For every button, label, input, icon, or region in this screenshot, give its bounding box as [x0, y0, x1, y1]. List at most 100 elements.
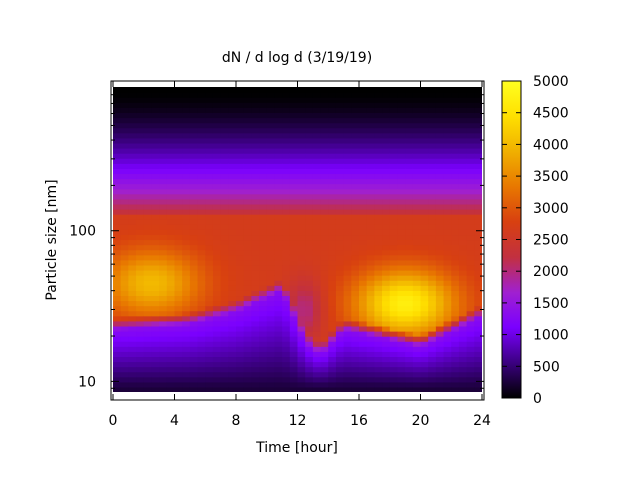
heatmap-cell: [474, 341, 482, 347]
heatmap-cell: [412, 112, 422, 119]
heatmap-cell: [182, 239, 191, 246]
heatmap-cell: [282, 87, 291, 93]
heatmap-cell: [236, 310, 245, 317]
heatmap-cell: [443, 107, 452, 114]
heatmap-cell: [212, 325, 222, 332]
heatmap-cell: [312, 280, 322, 286]
heatmap-cell: [120, 239, 129, 246]
heatmap-cell: [374, 214, 383, 220]
heatmap-cell: [312, 285, 322, 291]
heatmap-cell: [428, 320, 437, 327]
heatmap-cell: [335, 219, 345, 225]
heatmap-cell: [420, 331, 429, 337]
heatmap-cell: [243, 351, 252, 358]
heatmap-cell: [166, 305, 176, 312]
x-tick-label: 24: [473, 413, 491, 429]
heatmap-cell: [189, 366, 199, 373]
heatmap-cell: [289, 117, 299, 124]
heatmap-cell: [113, 290, 122, 297]
heatmap-cell: [128, 249, 137, 256]
heatmap-cell: [197, 361, 206, 368]
heatmap-cell: [251, 107, 260, 114]
heatmap-cell: [289, 351, 299, 358]
heatmap-cell: [297, 127, 306, 134]
heatmap-cell: [189, 239, 199, 246]
heatmap-cell: [297, 173, 306, 180]
heatmap-cell: [382, 336, 391, 342]
heatmap-cell: [236, 331, 245, 337]
heatmap-cell: [259, 219, 268, 225]
heatmap-cell: [366, 198, 375, 205]
heatmap-cell: [136, 315, 145, 322]
heatmap-cell: [405, 280, 414, 286]
heatmap-cell: [282, 331, 291, 337]
heatmap-cell: [166, 351, 176, 358]
heatmap-cell: [128, 381, 137, 388]
heatmap-cell: [143, 97, 153, 103]
heatmap-cell: [113, 239, 122, 246]
heatmap-cell: [466, 132, 475, 139]
heatmap-cell: [289, 127, 299, 134]
heatmap-cell: [458, 270, 468, 276]
heatmap-cell: [328, 137, 337, 144]
heatmap-cell: [328, 234, 337, 241]
heatmap-cell: [389, 325, 399, 332]
heatmap-cell: [451, 198, 460, 205]
heatmap-cell: [174, 203, 183, 210]
heatmap-cell: [205, 188, 214, 195]
heatmap-cell: [466, 280, 475, 286]
heatmap-cell: [312, 381, 322, 388]
heatmap-cell: [174, 117, 183, 124]
heatmap-cell: [166, 224, 176, 230]
heatmap-cell: [282, 346, 291, 352]
heatmap-cell: [251, 315, 260, 322]
heatmap-cell: [197, 148, 206, 154]
heatmap-cell: [174, 168, 183, 175]
heatmap-cell: [382, 259, 391, 266]
heatmap-cell: [205, 244, 214, 251]
heatmap-cell: [320, 331, 329, 337]
heatmap-cell: [312, 97, 322, 103]
heatmap-cell: [420, 259, 429, 266]
heatmap-cell: [297, 300, 306, 307]
heatmap-cell: [428, 315, 437, 322]
heatmap-cell: [328, 346, 337, 352]
heatmap-cell: [351, 325, 360, 332]
heatmap-cell: [143, 137, 153, 144]
heatmap-cell: [366, 325, 375, 332]
heatmap-cell: [228, 188, 237, 195]
heatmap-cell: [266, 219, 276, 225]
heatmap-cell: [243, 315, 252, 322]
heatmap-cell: [405, 173, 414, 180]
heatmap-cell: [451, 168, 460, 175]
heatmap-cell: [266, 264, 276, 271]
heatmap-cell: [205, 122, 214, 129]
heatmap-cell: [374, 158, 383, 164]
heatmap-cell: [136, 325, 145, 332]
heatmap-cell: [420, 173, 429, 180]
heatmap-cell: [266, 320, 276, 327]
heatmap-cell: [205, 112, 214, 119]
heatmap-cell: [451, 193, 460, 200]
heatmap-cell: [343, 239, 352, 246]
heatmap-cell: [182, 310, 191, 317]
heatmap-cell: [143, 290, 153, 297]
heatmap-cell: [166, 112, 176, 119]
heatmap-cell: [289, 295, 299, 302]
heatmap-cell: [312, 290, 322, 297]
heatmap-cell: [320, 178, 329, 185]
heatmap-cell: [297, 305, 306, 312]
heatmap-cell: [113, 87, 122, 93]
heatmap-cell: [128, 346, 137, 352]
heatmap-cell: [212, 142, 222, 149]
heatmap-cell: [466, 351, 475, 358]
heatmap-cell: [405, 209, 414, 215]
heatmap-cell: [405, 188, 414, 195]
heatmap-cell: [397, 229, 406, 236]
heatmap-cell: [443, 97, 452, 103]
heatmap-cell: [236, 178, 245, 185]
heatmap-cell: [236, 280, 245, 286]
heatmap-cell: [205, 361, 214, 368]
heatmap-cell: [220, 249, 229, 256]
heatmap-cell: [166, 325, 176, 332]
